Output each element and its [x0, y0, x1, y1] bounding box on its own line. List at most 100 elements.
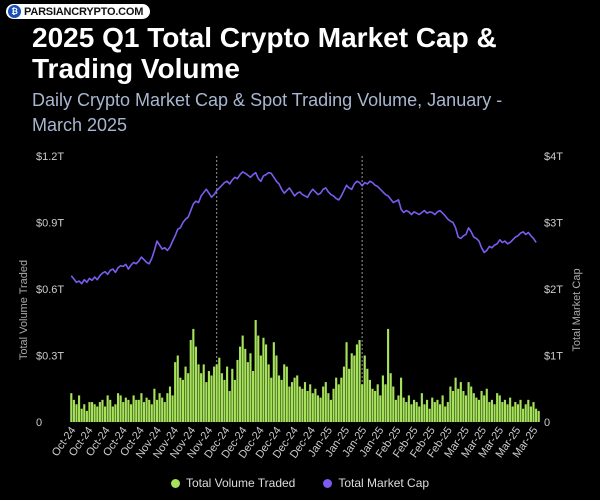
volume-bar — [200, 373, 203, 422]
volume-bar — [389, 373, 392, 422]
volume-bar — [174, 362, 177, 422]
volume-bar — [192, 328, 195, 422]
volume-bar — [379, 395, 382, 422]
volume-bar — [215, 364, 218, 422]
volume-bar — [454, 377, 457, 422]
volume-bar — [501, 402, 504, 422]
volume-bar — [309, 384, 312, 422]
volume-bar — [290, 382, 294, 422]
volume-bar — [381, 375, 384, 422]
volume-bar — [433, 402, 436, 422]
volume-bar — [524, 404, 527, 422]
logo-icon: ₿ — [8, 5, 21, 18]
volume-bar — [314, 388, 317, 422]
volume-bar — [358, 339, 361, 422]
volume-bar — [158, 393, 161, 422]
right-tick-label: $3T — [544, 218, 563, 230]
volume-bar — [119, 395, 122, 422]
volume-bar — [353, 355, 356, 422]
volume-bar — [236, 359, 239, 422]
volume-bar — [340, 377, 343, 422]
volume-bar — [535, 408, 538, 422]
watermark-text: PARSIANCRYPTO.COM — [24, 5, 144, 18]
volume-bar — [493, 404, 496, 422]
volume-bar — [394, 399, 397, 422]
volume-bar — [420, 393, 423, 422]
volume-bar — [485, 388, 488, 422]
volume-bar — [428, 408, 431, 422]
volume-bar — [368, 379, 371, 422]
volume-bar — [122, 402, 125, 422]
volume-bar — [124, 397, 127, 422]
left-axis-label: Total Volume Traded — [18, 260, 30, 360]
volume-bar — [298, 386, 301, 422]
market-cap-line — [70, 171, 537, 285]
volume-bar — [150, 404, 153, 422]
volume-bar — [249, 353, 252, 422]
volume-bar — [405, 402, 408, 422]
volume-bar — [228, 390, 231, 422]
volume-bar — [392, 386, 395, 422]
volume-bar — [306, 390, 309, 422]
volume-bar — [142, 402, 146, 422]
volume-bar — [332, 388, 335, 422]
volume-bar — [506, 404, 509, 422]
volume-bar — [371, 388, 374, 422]
volume-bar — [176, 355, 179, 422]
watermark-logo: ₿ PARSIANCRYPTO.COM — [6, 4, 151, 19]
volume-bar — [223, 379, 226, 422]
volume-bar — [387, 328, 390, 422]
volume-bar — [288, 386, 291, 422]
volume-bar — [272, 342, 275, 422]
volume-bar — [301, 388, 304, 422]
volume-bars — [70, 320, 540, 422]
volume-bar — [361, 384, 364, 422]
right-tick-label: $4T — [544, 151, 563, 163]
volume-bar — [145, 397, 148, 422]
left-tick-label: $0.9T — [36, 218, 64, 230]
volume-bar — [218, 357, 221, 422]
volume-bar — [384, 384, 387, 422]
legend-item-market-cap: Total Market Cap — [323, 476, 429, 490]
volume-bar — [527, 399, 530, 422]
volume-bar — [187, 373, 190, 422]
volume-bar — [91, 402, 94, 422]
volume-bar — [202, 364, 205, 422]
legend-item-volume: Total Volume Traded — [170, 476, 295, 490]
volume-bar — [257, 335, 260, 422]
volume-bar — [303, 382, 307, 422]
volume-bar — [514, 402, 517, 422]
volume-bar — [537, 410, 540, 422]
volume-bar — [488, 402, 491, 422]
volume-bar — [270, 377, 273, 422]
volume-bar — [226, 366, 229, 422]
volume-bar — [293, 377, 296, 422]
right-axis-label: Total Market Cap — [571, 268, 583, 351]
volume-bar — [511, 406, 514, 422]
volume-bar — [179, 377, 182, 422]
left-tick-label: $1.2T — [36, 151, 64, 163]
volume-bar — [132, 395, 135, 422]
volume-bar — [519, 399, 522, 422]
volume-bar — [509, 397, 512, 422]
volume-bar — [267, 364, 270, 422]
volume-bar — [137, 399, 140, 422]
volume-bar — [280, 379, 283, 422]
volume-bar — [503, 399, 507, 422]
volume-bar — [127, 399, 130, 422]
volume-bar — [88, 402, 91, 422]
right-tick-label: 0 — [544, 417, 550, 429]
volume-bar — [231, 368, 234, 422]
volume-bar — [438, 404, 442, 422]
volume-bar — [412, 399, 416, 422]
volume-bar — [135, 399, 138, 422]
volume-bar — [319, 397, 322, 422]
volume-bar — [277, 375, 281, 422]
volume-bar — [516, 404, 519, 422]
left-axis-ticks: 0 $0.3T $0.6T $0.9T $1.2T — [36, 151, 64, 429]
volume-bar — [129, 404, 133, 422]
volume-bar — [161, 397, 164, 422]
volume-bar — [477, 399, 481, 422]
right-tick-label: $1T — [544, 351, 563, 363]
volume-bar — [116, 393, 120, 422]
